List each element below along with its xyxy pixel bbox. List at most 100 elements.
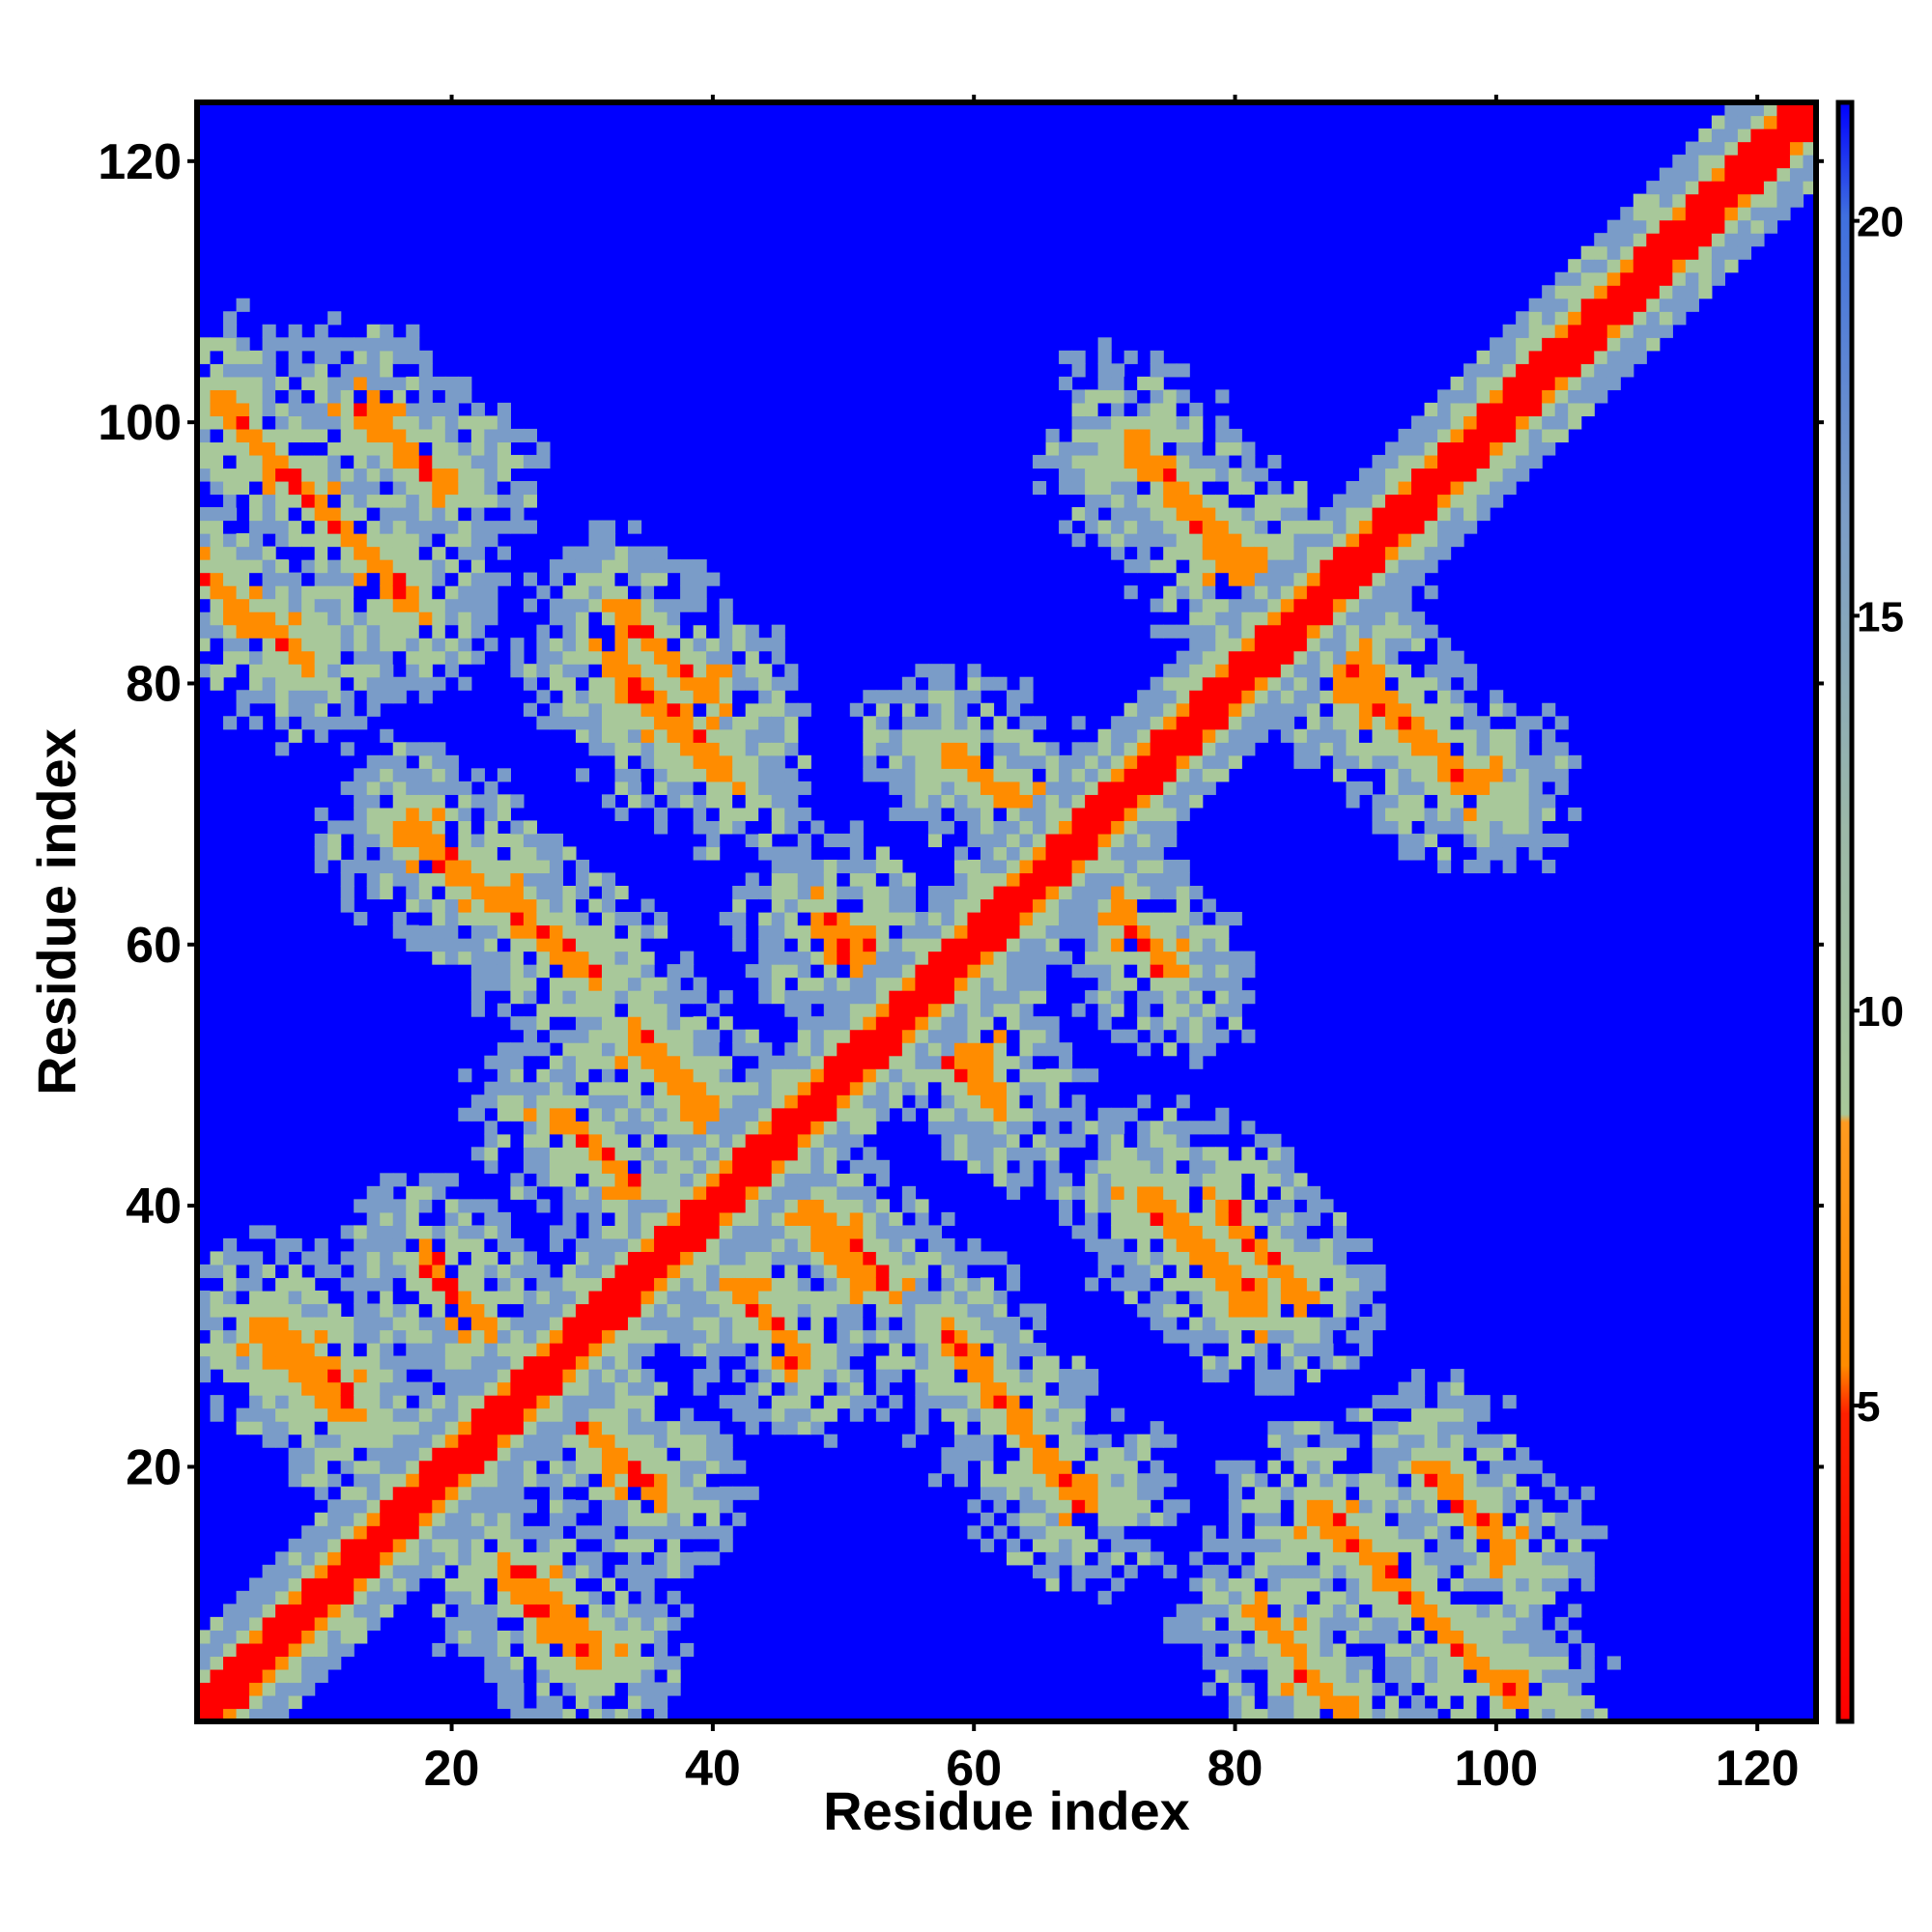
- heatmap-cell: [823, 1343, 838, 1357]
- heatmap-cell: [1085, 1564, 1099, 1578]
- heatmap-cell: [1097, 363, 1112, 378]
- heatmap-cell: [458, 1251, 472, 1265]
- heatmap-cell: [849, 1407, 864, 1422]
- heatmap-cell: [510, 1042, 525, 1057]
- heatmap-cell: [719, 1251, 733, 1265]
- heatmap-cell: [236, 1682, 250, 1696]
- heatmap-cell: [262, 585, 276, 600]
- heatmap-cell: [1176, 1499, 1190, 1514]
- heatmap-cell: [993, 872, 1008, 887]
- heatmap-cell: [784, 820, 799, 835]
- heatmap-cell: [1059, 1369, 1073, 1383]
- heatmap-cell: [236, 389, 250, 404]
- heatmap-cell: [1202, 1329, 1216, 1344]
- heatmap-cell: [575, 728, 590, 743]
- heatmap-cell: [484, 1251, 498, 1265]
- heatmap-cell: [654, 1173, 668, 1187]
- heatmap-cell: [1150, 938, 1164, 952]
- heatmap-cell: [354, 624, 368, 639]
- heatmap-cell: [1123, 768, 1138, 782]
- heatmap-cell: [1097, 964, 1112, 979]
- heatmap-cell: [380, 1395, 394, 1409]
- heatmap-cell: [1097, 1512, 1112, 1526]
- heatmap-cell: [1045, 1042, 1060, 1057]
- heatmap-cell: [549, 1055, 564, 1069]
- heatmap-cell: [406, 768, 420, 782]
- heatmap-cell: [602, 1185, 616, 1200]
- heatmap-cell: [1123, 1003, 1138, 1017]
- heatmap-cell: [654, 1211, 668, 1226]
- heatmap-cell: [758, 1317, 773, 1331]
- heatmap-cell: [1085, 990, 1099, 1005]
- heatmap-cell: [980, 833, 995, 848]
- heatmap-cell: [719, 1225, 733, 1239]
- heatmap-cell: [1189, 951, 1204, 965]
- heatmap-cell: [301, 611, 316, 626]
- heatmap-cell: [444, 572, 459, 586]
- heatmap-cell: [380, 1173, 394, 1187]
- heatmap-cell: [667, 638, 681, 652]
- heatmap-cell: [719, 1538, 733, 1552]
- heatmap-cell: [458, 1512, 472, 1526]
- heatmap-cell: [301, 337, 316, 352]
- heatmap-cell: [784, 1159, 799, 1174]
- heatmap-cell: [901, 781, 916, 795]
- heatmap-cell: [588, 1434, 603, 1448]
- heatmap-cell: [719, 1211, 733, 1226]
- heatmap-cell: [1137, 1133, 1151, 1148]
- heatmap-cell: [1019, 1107, 1034, 1122]
- heatmap-cell: [380, 520, 394, 534]
- heatmap-cell: [1202, 533, 1216, 548]
- heatmap-cell: [967, 898, 981, 913]
- heatmap-cell: [588, 1029, 603, 1043]
- heatmap-cell: [288, 1395, 302, 1409]
- heatmap-cell: [549, 924, 564, 939]
- heatmap-cell: [1059, 376, 1073, 390]
- heatmap-cell: [1071, 507, 1086, 522]
- heatmap-cell: [1215, 1003, 1230, 1017]
- heatmap-cell: [875, 964, 890, 979]
- heatmap-cell: [745, 1029, 759, 1043]
- heatmap-cell: [470, 1147, 485, 1161]
- heatmap-cell: [562, 1185, 577, 1200]
- heatmap-cell: [654, 1042, 668, 1057]
- heatmap-cell: [249, 494, 264, 508]
- heatmap-cell: [706, 833, 721, 848]
- heatmap-cell: [327, 468, 342, 482]
- heatmap-cell: [340, 820, 355, 835]
- heatmap-cell: [249, 638, 264, 652]
- heatmap-cell: [470, 872, 485, 887]
- heatmap-cell: [406, 924, 420, 939]
- heatmap-cell: [901, 1317, 916, 1331]
- heatmap-cell: [719, 1329, 733, 1344]
- heatmap-cell: [784, 1264, 799, 1279]
- heatmap-cell: [602, 1264, 616, 1279]
- heatmap-cell: [484, 1329, 498, 1344]
- heatmap-cell: [628, 664, 642, 678]
- heatmap-cell: [732, 728, 747, 743]
- heatmap-cell: [732, 1277, 747, 1292]
- heatmap-cell: [654, 912, 668, 926]
- heatmap-cell: [810, 1016, 825, 1031]
- heatmap-cell: [797, 1369, 811, 1383]
- heatmap-cell: [418, 1564, 433, 1578]
- heatmap-cell: [1254, 1317, 1268, 1331]
- heatmap-cell: [915, 664, 929, 678]
- heatmap-cell: [288, 1290, 302, 1305]
- heatmap-cell: [1111, 376, 1125, 390]
- heatmap-cell: [1215, 1121, 1230, 1135]
- heatmap-cell: [197, 598, 212, 612]
- heatmap-cell: [915, 1225, 929, 1239]
- heatmap-cell: [262, 1355, 276, 1370]
- heatmap-cell: [680, 702, 695, 717]
- heatmap-cell: [197, 624, 212, 639]
- heatmap-cell: [980, 728, 995, 743]
- heatmap-cell: [1241, 533, 1256, 548]
- heatmap-cell: [588, 598, 603, 612]
- heatmap-cell: [849, 898, 864, 913]
- heatmap-cell: [536, 1694, 551, 1710]
- heatmap-cell: [392, 1590, 407, 1605]
- heatmap-cell: [758, 728, 773, 743]
- heatmap-cell: [967, 1042, 981, 1057]
- heatmap-cell: [1033, 938, 1047, 952]
